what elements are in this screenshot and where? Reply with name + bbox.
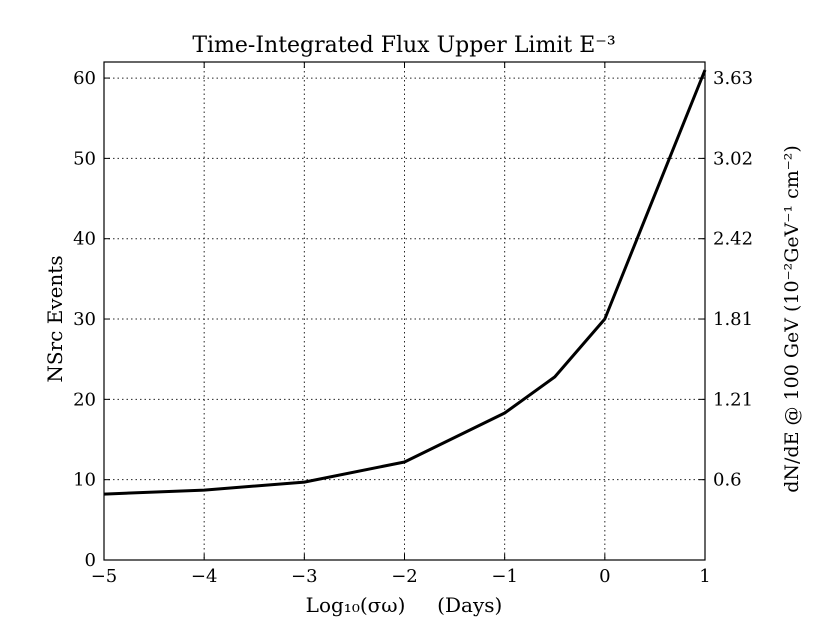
- y2-tick-label: 2.42: [713, 229, 753, 250]
- y2-tick-label: 1.21: [713, 389, 753, 410]
- y-tick-label: 20: [73, 389, 96, 410]
- y-tick-label: 0: [85, 550, 96, 571]
- grid: [104, 62, 705, 560]
- series-layer: [103, 69, 707, 496]
- y-tick-label: 10: [73, 470, 96, 491]
- x-tick-label: −5: [91, 566, 118, 587]
- y-tick-label: 40: [73, 229, 96, 250]
- y-tick-label: 30: [73, 309, 96, 330]
- x-tick-label: 1: [699, 566, 710, 587]
- x-tick-label: −4: [191, 566, 218, 587]
- x-tick-label: −1: [491, 566, 518, 587]
- y2-tick-label: 1.81: [713, 309, 753, 330]
- chart-title: Time-Integrated Flux Upper Limit E⁻³: [192, 33, 615, 58]
- y-tick-label: 50: [73, 148, 96, 169]
- x-tick-label: −2: [391, 566, 418, 587]
- y-tick-label: 60: [73, 68, 96, 89]
- secondary-y-axis-label: dN/dE @ 100 GeV (10⁻²GeV⁻¹ cm⁻²): [781, 145, 803, 493]
- y2-tick-label: 0.6: [713, 470, 742, 491]
- ticks: −5 −4 −3 −2 −1 0 101020304050600.61.211.812.42…: [73, 62, 753, 587]
- x-tick-label: 0: [599, 566, 610, 587]
- y2-tick-label: 3.02: [713, 148, 753, 169]
- y2-tick-label: 3.63: [713, 68, 753, 89]
- x-tick-label: −3: [291, 566, 318, 587]
- x-axis-label: Log₁₀(σω) (Days): [306, 593, 503, 617]
- series-line: [103, 69, 707, 496]
- y-axis-label: NSrc Events: [43, 255, 67, 382]
